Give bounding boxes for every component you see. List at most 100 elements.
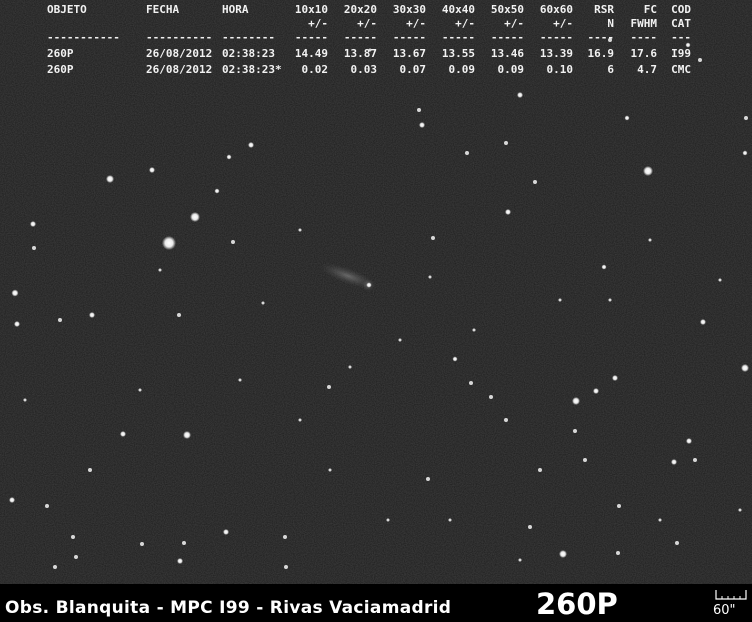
star — [686, 438, 692, 444]
table-cell: CMC — [671, 63, 691, 76]
table-separator: ---- — [587, 31, 615, 44]
star — [469, 381, 473, 385]
star — [23, 398, 27, 402]
star — [616, 551, 620, 555]
table-cell: 13.46 — [490, 47, 524, 60]
star — [328, 468, 332, 472]
star — [327, 385, 331, 389]
star — [162, 236, 176, 250]
star — [608, 298, 612, 302]
table-header: 10x10 — [294, 3, 328, 16]
star — [74, 555, 78, 559]
table-separator: ---- — [630, 31, 658, 44]
table-separator: ----- — [539, 31, 573, 44]
star — [608, 38, 612, 42]
table-cell: 260P — [47, 47, 74, 60]
table-cell: 02:38:23* — [222, 63, 282, 76]
star — [448, 518, 452, 522]
table-subheader: N — [607, 17, 614, 30]
star — [177, 558, 183, 564]
star — [593, 388, 599, 394]
star — [528, 525, 532, 529]
star — [190, 212, 200, 222]
star — [298, 418, 302, 422]
photometry-table: OBJETO FECHA HORA 10x10 20x20 30x30 40x40 50x50… — [0, 0, 752, 80]
star — [452, 356, 458, 362]
star — [89, 312, 95, 318]
table-cell: 14.49 — [294, 47, 328, 60]
star — [472, 328, 476, 332]
star — [489, 395, 493, 399]
star — [428, 275, 432, 279]
star — [58, 318, 62, 322]
star — [738, 508, 742, 512]
star — [14, 321, 20, 327]
table-cell: 13.87 — [343, 47, 377, 60]
table-cell: 26/08/2012 — [146, 63, 213, 76]
star — [284, 565, 288, 569]
star — [700, 319, 706, 325]
table-subheader: +/- — [308, 17, 328, 30]
star — [685, 42, 691, 48]
star — [648, 238, 652, 242]
table-cell: 4.7 — [637, 63, 657, 76]
star-field — [0, 0, 752, 584]
table-cell: 17.6 — [630, 47, 658, 60]
star — [32, 246, 36, 250]
table-cell: 0.10 — [546, 63, 574, 76]
star — [624, 115, 630, 121]
star — [348, 365, 352, 369]
table-cell: 26/08/2012 — [146, 47, 213, 60]
scale-label: 60" — [713, 603, 736, 618]
star — [298, 228, 302, 232]
comet-260p — [319, 263, 377, 291]
table-separator: -------- — [222, 31, 275, 44]
star — [518, 558, 522, 562]
star — [601, 264, 607, 270]
star — [138, 388, 142, 392]
table-subheader: +/- — [406, 17, 426, 30]
table-header: HORA — [222, 3, 249, 16]
star — [183, 431, 191, 439]
table-separator: ---------- — [146, 31, 213, 44]
star — [238, 378, 242, 382]
table-subheader: FWHM — [630, 17, 658, 30]
star — [617, 504, 621, 508]
star — [398, 338, 402, 342]
table-cell: I99 — [671, 47, 691, 60]
star — [248, 142, 254, 148]
star — [612, 375, 618, 381]
star — [149, 167, 155, 173]
star — [698, 58, 702, 62]
star — [431, 236, 435, 240]
star — [671, 459, 677, 465]
star — [658, 518, 662, 522]
table-cell: 260P — [47, 63, 74, 76]
star — [417, 108, 421, 112]
scale-bar-icon — [715, 590, 747, 600]
table-cell: 0.09 — [497, 63, 525, 76]
star — [386, 518, 390, 522]
star — [53, 565, 57, 569]
table-subheader: CAT — [671, 17, 691, 30]
star — [465, 151, 469, 155]
sky-noise — [0, 0, 752, 584]
table-cell: 02:38:23 — [222, 47, 275, 60]
star — [71, 535, 75, 539]
star — [106, 175, 114, 183]
star — [231, 240, 235, 244]
table-separator: ----- — [343, 31, 377, 44]
table-separator: ----- — [441, 31, 475, 44]
star — [741, 364, 749, 372]
star — [223, 529, 229, 535]
star — [573, 429, 577, 433]
observatory-caption: Obs. Blanquita - MPC I99 - Rivas Vaciama… — [5, 598, 452, 618]
star — [140, 542, 144, 546]
object-caption: 260P — [536, 587, 618, 621]
star — [11, 289, 19, 297]
table-header: RSR — [594, 3, 614, 16]
star — [283, 535, 287, 539]
star — [558, 298, 562, 302]
table-cell: 16.9 — [587, 47, 615, 60]
star — [214, 188, 220, 194]
